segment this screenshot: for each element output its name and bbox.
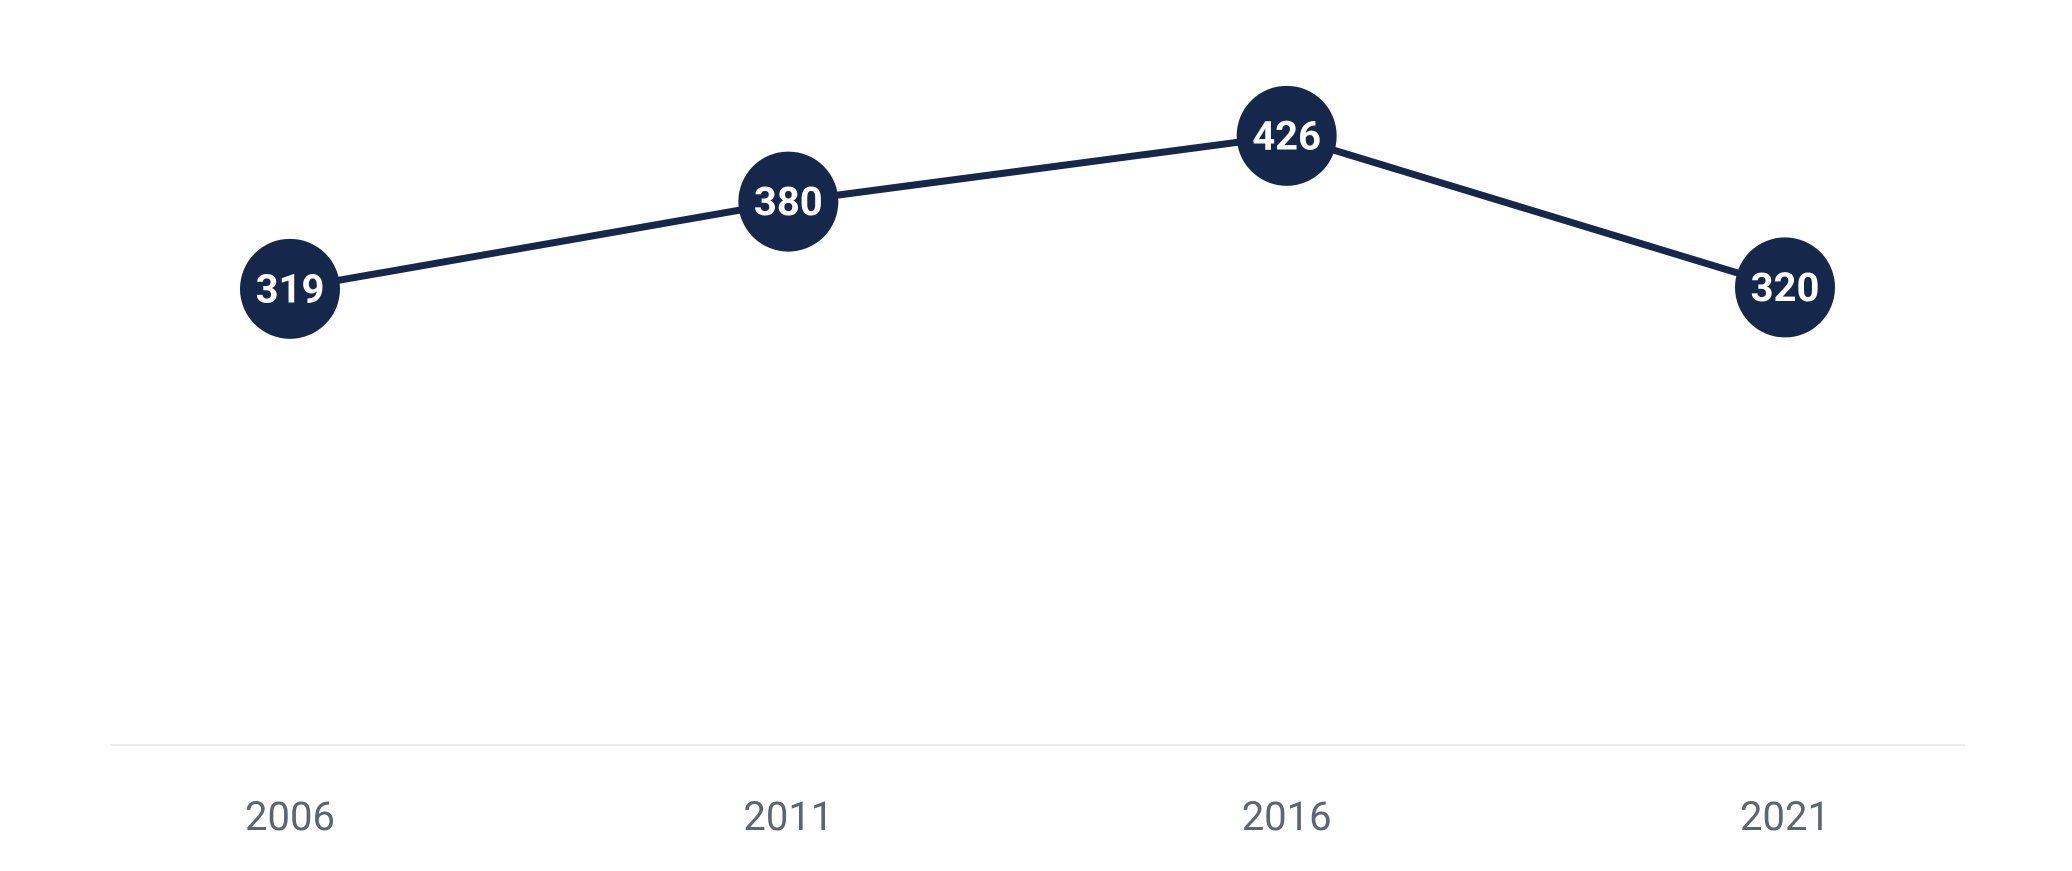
data-point-label: 320 — [1751, 264, 1820, 311]
line-chart: 2006 2011 2016 2021 319 380 426 320 — [0, 0, 2072, 871]
x-axis-label: 2011 — [743, 793, 833, 840]
series-line — [290, 136, 1785, 289]
x-axis-label: 2021 — [1740, 793, 1830, 840]
data-point-label: 319 — [256, 265, 325, 312]
x-axis-label: 2006 — [245, 793, 335, 840]
chart-svg: 2006 2011 2016 2021 319 380 426 320 — [0, 0, 2072, 871]
data-point-label: 426 — [1252, 112, 1321, 159]
x-axis-label: 2016 — [1242, 793, 1332, 840]
data-point-label: 380 — [754, 178, 823, 225]
